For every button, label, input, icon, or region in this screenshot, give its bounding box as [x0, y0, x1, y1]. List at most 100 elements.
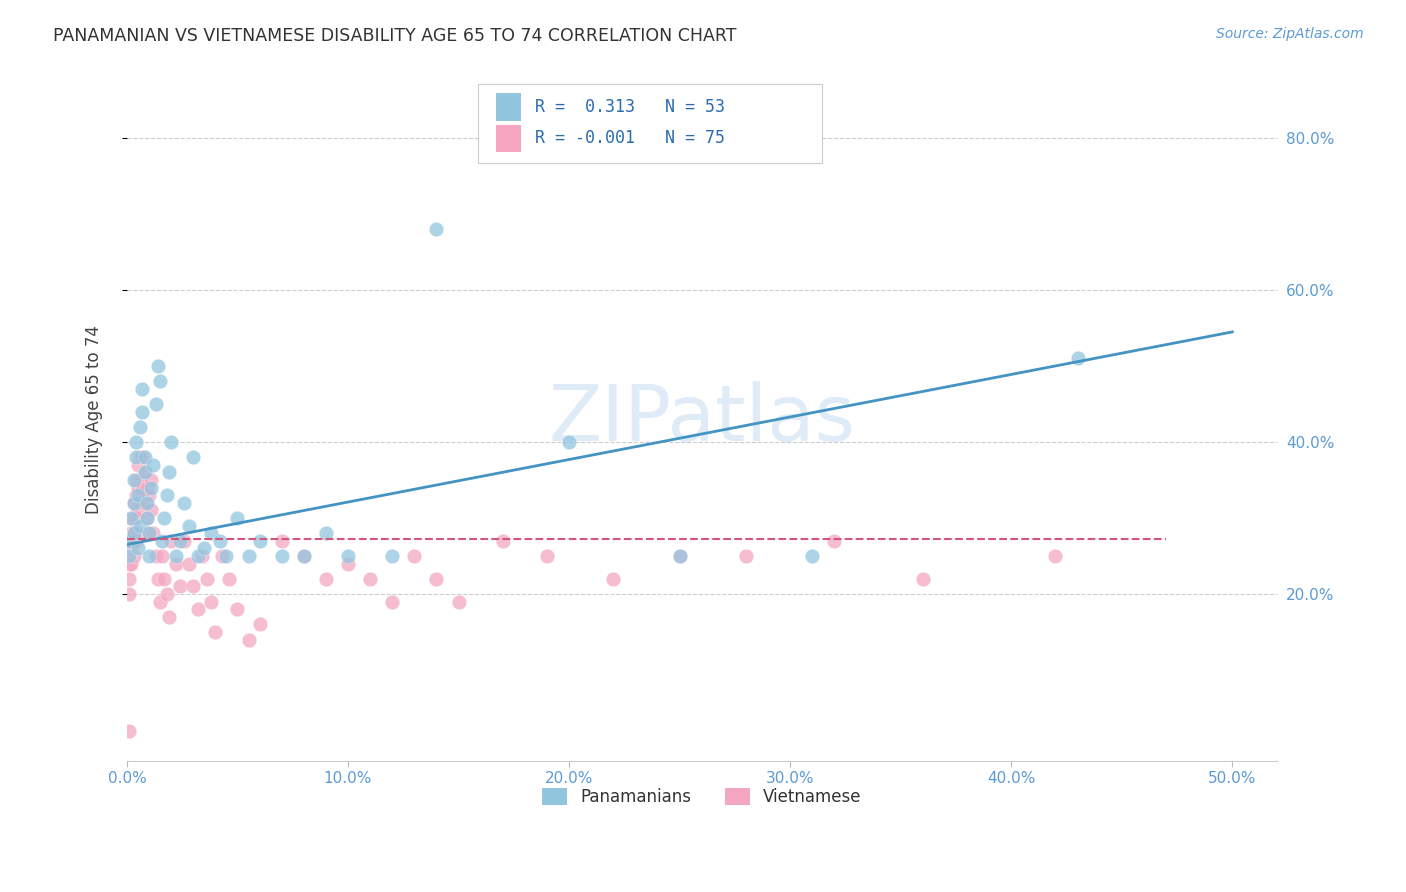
Point [270, 549, 292, 563]
Point [146, 359, 169, 373]
Point [125, 473, 148, 487]
Point [125, 533, 148, 548]
Point [138, 549, 160, 563]
Point [142, 526, 165, 541]
Point [120, 557, 142, 571]
FancyBboxPatch shape [478, 84, 823, 163]
Point [125, 435, 148, 450]
Point [153, 572, 176, 586]
Point [187, 602, 209, 616]
Bar [496, 125, 522, 152]
Bar [496, 93, 522, 120]
Point [138, 526, 160, 541]
Point [226, 511, 249, 525]
Point [177, 557, 200, 571]
Point [173, 533, 195, 548]
Point [129, 518, 152, 533]
Point [129, 420, 152, 434]
Point [157, 609, 180, 624]
Point [911, 572, 934, 586]
Point [122, 496, 145, 510]
Point [156, 587, 179, 601]
Point [211, 549, 233, 563]
Point [492, 533, 515, 548]
Text: Source: ZipAtlas.com: Source: ZipAtlas.com [1216, 27, 1364, 41]
Point [193, 541, 215, 556]
Point [359, 572, 381, 586]
Point [135, 511, 157, 525]
Point [127, 503, 149, 517]
Point [801, 549, 824, 563]
Point [131, 405, 153, 419]
Point [177, 518, 200, 533]
Point [381, 594, 404, 608]
Point [218, 572, 240, 586]
Point [129, 450, 152, 465]
Point [118, 587, 141, 601]
Point [138, 488, 160, 502]
Point [134, 450, 156, 465]
Point [125, 488, 148, 502]
Point [131, 450, 153, 465]
Point [118, 533, 141, 548]
Point [404, 549, 426, 563]
Point [134, 466, 156, 480]
Point [118, 557, 141, 571]
Point [135, 481, 157, 495]
Point [169, 579, 191, 593]
Point [118, 723, 141, 738]
Point [181, 579, 204, 593]
Point [120, 511, 142, 525]
Point [315, 572, 337, 586]
Point [270, 533, 292, 548]
Point [337, 557, 360, 571]
Point [122, 526, 145, 541]
Point [129, 473, 152, 487]
Point [142, 458, 165, 472]
Point [122, 473, 145, 487]
Legend: Panamanians, Vietnamese: Panamanians, Vietnamese [534, 780, 870, 814]
Point [735, 549, 758, 563]
Point [141, 481, 163, 495]
Point [141, 503, 163, 517]
Point [135, 496, 157, 510]
Point [149, 374, 172, 388]
Point [138, 526, 160, 541]
Point [823, 533, 845, 548]
Point [131, 481, 153, 495]
Point [165, 557, 187, 571]
Point [536, 549, 558, 563]
Point [145, 549, 167, 563]
Point [447, 594, 470, 608]
Point [425, 572, 447, 586]
Point [120, 526, 142, 541]
Y-axis label: Disability Age 65 to 74: Disability Age 65 to 74 [86, 325, 103, 514]
Point [226, 602, 249, 616]
Point [120, 511, 142, 525]
Point [249, 617, 271, 632]
Point [602, 572, 624, 586]
Point [160, 435, 183, 450]
Point [131, 382, 153, 396]
Point [169, 533, 191, 548]
Point [1066, 351, 1088, 366]
Point [204, 624, 226, 639]
Point [425, 222, 447, 236]
Point [122, 526, 145, 541]
Point [381, 549, 404, 563]
Point [134, 496, 156, 510]
Point [122, 549, 145, 563]
Point [1045, 549, 1067, 563]
Point [181, 450, 204, 465]
Point [668, 549, 690, 563]
Point [238, 549, 260, 563]
Point [141, 473, 163, 487]
Point [165, 549, 187, 563]
Point [146, 572, 169, 586]
Point [173, 496, 195, 510]
Point [127, 481, 149, 495]
Point [292, 549, 315, 563]
Point [150, 549, 173, 563]
Point [208, 533, 231, 548]
Point [149, 594, 172, 608]
